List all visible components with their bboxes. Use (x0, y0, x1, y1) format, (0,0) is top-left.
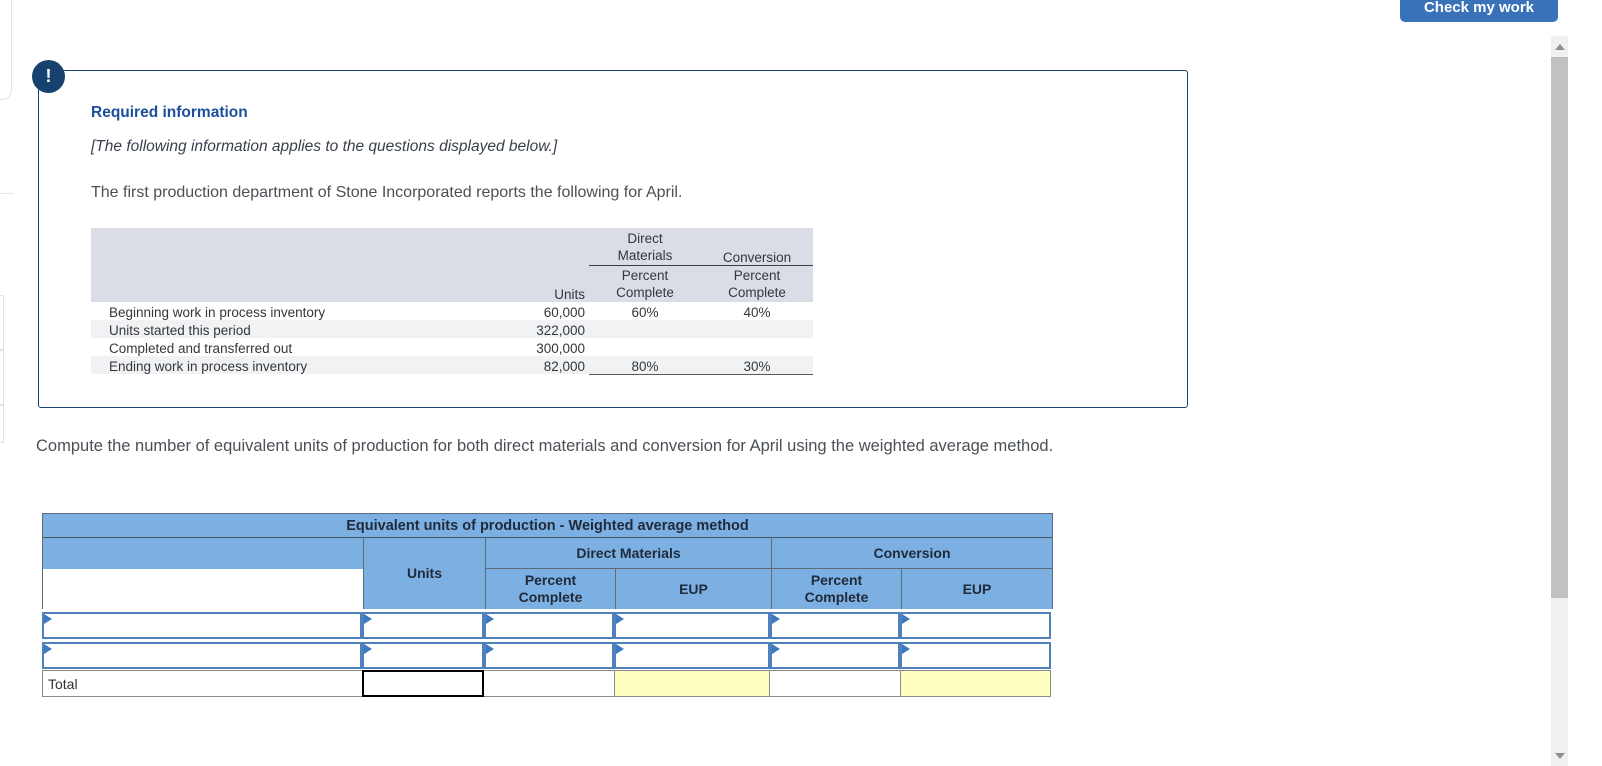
total-label: Total (42, 670, 362, 697)
answer-worksheet-table: Equivalent units of production - Weighte… (42, 513, 1053, 697)
units-input[interactable] (362, 612, 484, 639)
conv-percent-input[interactable] (770, 642, 900, 669)
conv-eup-input[interactable] (900, 642, 1051, 669)
dm-eup-input[interactable] (614, 612, 770, 639)
dropdown-flag-icon (44, 614, 52, 624)
header-units: Units (363, 538, 485, 609)
dropdown-flag-icon (616, 644, 624, 654)
total-dm-percent-cell (484, 670, 614, 697)
left-edge-divider-fragment (0, 193, 14, 194)
answer-total-row: Total (42, 670, 1053, 697)
left-edge-panel-fragment (0, 0, 12, 100)
dropdown-flag-icon (902, 614, 910, 624)
dropdown-flag-icon (486, 614, 494, 624)
dropdown-flag-icon (772, 644, 780, 654)
dropdown-flag-icon (772, 614, 780, 624)
required-information-panel: Required information [The following info… (38, 70, 1188, 408)
dropdown-flag-icon (364, 614, 372, 624)
row-label-select[interactable] (42, 612, 362, 639)
answer-table-header: Equivalent units of production - Weighte… (42, 513, 1053, 609)
col-header-dm-percent-complete: Percent Complete (589, 265, 701, 302)
dm-percent-input[interactable] (484, 612, 614, 639)
dropdown-flag-icon (902, 644, 910, 654)
left-edge-button-fragment (0, 405, 4, 443)
left-edge-button-fragment (0, 295, 4, 350)
total-conv-eup-calculated-cell (900, 670, 1051, 697)
answer-table-title: Equivalent units of production - Weighte… (43, 514, 1052, 538)
dropdown-flag-icon (364, 644, 372, 654)
table-row: Units started this period 322,000 (91, 320, 813, 338)
table-row: Ending work in process inventory 82,000 … (91, 356, 813, 375)
col-group-conversion: Conversion (701, 228, 813, 266)
total-units-input[interactable] (362, 670, 484, 697)
header-group-conversion: Conversion (771, 538, 1052, 569)
col-header-conv-percent-complete: Percent Complete (701, 265, 813, 302)
total-conv-percent-cell (770, 670, 900, 697)
conv-eup-input[interactable] (900, 612, 1051, 639)
scrollbar-thumb[interactable] (1551, 57, 1568, 598)
table-row: Completed and transferred out 300,000 (109, 341, 585, 356)
header-dm-percent-complete: Percent Complete (485, 569, 615, 609)
dropdown-flag-icon (616, 614, 624, 624)
answer-input-row (42, 642, 1053, 669)
total-dm-eup-calculated-cell (614, 670, 770, 697)
row-label-select[interactable] (42, 642, 362, 669)
col-header-units: Units (503, 265, 589, 302)
header-row-label-cell (43, 538, 363, 569)
header-group-direct-materials: Direct Materials (485, 538, 771, 569)
dropdown-flag-icon (486, 644, 494, 654)
dm-eup-input[interactable] (614, 642, 770, 669)
units-input[interactable] (362, 642, 484, 669)
col-group-direct-materials: Direct Materials (589, 228, 701, 266)
vertical-scrollbar[interactable] (1551, 36, 1568, 766)
scrollbar-up-arrow-icon[interactable] (1551, 38, 1568, 55)
required-information-subtitle: [The following information applies to th… (91, 138, 558, 155)
header-conv-eup: EUP (901, 569, 1052, 609)
question-prompt: Compute the number of equivalent units o… (36, 437, 1054, 455)
check-my-work-button[interactable]: Check my work (1400, 0, 1558, 22)
scrollbar-down-arrow-icon[interactable] (1551, 747, 1568, 764)
conv-percent-input[interactable] (770, 612, 900, 639)
left-edge-button-fragment (0, 350, 4, 405)
required-information-title: Required information (91, 104, 248, 121)
alert-exclamation-icon: ! (32, 60, 65, 93)
given-data-table: Direct Materials Conversion Units Percen… (91, 228, 813, 375)
table-row: Beginning work in process inventory 60,0… (109, 305, 771, 320)
dm-percent-input[interactable] (484, 642, 614, 669)
answer-input-row (42, 612, 1053, 639)
header-conv-percent-complete: Percent Complete (771, 569, 901, 609)
dropdown-flag-icon (44, 644, 52, 654)
header-dm-eup: EUP (615, 569, 771, 609)
problem-intro-text: The first production department of Stone… (91, 184, 683, 201)
